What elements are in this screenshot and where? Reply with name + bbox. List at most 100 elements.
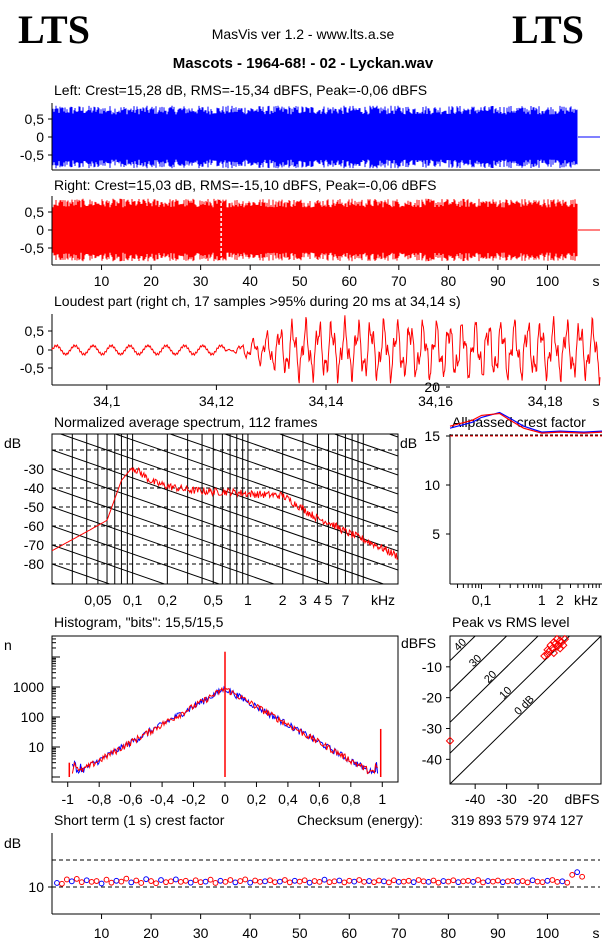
short-term-crest-point (113, 877, 120, 884)
spectrum-y-tick: -50 (24, 499, 44, 515)
short-term-crest-point (485, 878, 491, 884)
short-term-crest-point (460, 878, 467, 885)
short-term-crest-point (564, 879, 571, 886)
short-term-crest-point (499, 879, 506, 886)
short-term-crest-point (311, 878, 318, 884)
short-term-crest-point (524, 879, 531, 886)
short-term-y-tick: 10 (28, 879, 44, 895)
app-title: MasVis ver 1.2 - www.lts.a.se (211, 26, 395, 42)
loudest-x-tick-label: 34,1 (93, 393, 120, 409)
crest-y-tick: 15 (424, 428, 440, 444)
time-tick-label: 40 (242, 273, 258, 289)
short-term-crest-point (291, 877, 298, 884)
short-term-crest-point (182, 877, 189, 884)
short-term-crest-point (435, 879, 442, 886)
histogram-x-tick: 0,6 (310, 791, 330, 807)
short-term-crest-point (400, 878, 407, 885)
short-term-crest-point (63, 876, 70, 883)
short-term-crest-point (177, 878, 184, 885)
spectrum-title: Normalized average spectrum, 112 frames (54, 414, 318, 430)
spectrum-x-tick: 3 (299, 592, 307, 608)
peak-rms-x-tick: -40 (465, 791, 485, 807)
short-term-crest-point (78, 879, 85, 886)
short-term-x-tick: 50 (292, 925, 308, 941)
loudest-y-tick: 0,5 (25, 323, 45, 339)
short-term-crest-point (242, 876, 249, 883)
loudest-x-unit: s (593, 393, 600, 409)
spectrum-x-tick: 5 (325, 592, 333, 608)
peak-rms-point (445, 736, 455, 746)
short-term-x-tick: 10 (94, 925, 110, 941)
short-term-crest-point (420, 878, 427, 885)
spectrum-x-tick: 0,5 (203, 592, 223, 608)
short-term-crest-point (153, 880, 159, 887)
histogram-y-tick: 1000 (13, 679, 44, 695)
crest-x-tick: 2 (556, 592, 564, 608)
short-term-crest-point (480, 879, 486, 886)
short-term-crest-point (504, 878, 511, 885)
right-channel-waveform (52, 198, 578, 262)
short-term-y-label: dB (4, 835, 21, 851)
peak-rms-diagonal-label: 20 (482, 669, 499, 686)
spectrum-y-tick: -30 (24, 461, 44, 477)
spectrum-slope-line (278, 434, 398, 476)
spectrum-x-tick: 7 (342, 592, 350, 608)
peak-rms-point (551, 639, 560, 648)
short-term-crest-point (148, 878, 154, 884)
left-channel-waveform (52, 105, 578, 169)
short-term-crest-point (212, 880, 219, 886)
right-wave-y-tick: 0,5 (25, 204, 45, 220)
peak-rms-diagonals (450, 636, 601, 784)
short-term-crest-point (534, 878, 541, 885)
short-term-crest-point (529, 877, 536, 884)
short-term-crest-point (118, 878, 125, 885)
peak-rms-diagonal-label: 30 (467, 653, 484, 670)
short-term-crest-point (331, 878, 338, 885)
crest-y-tick: 20 (424, 379, 440, 395)
short-term-crest-point (346, 877, 353, 884)
peak-rms-point (555, 644, 565, 653)
histogram-x-tick: 0,8 (341, 791, 361, 807)
short-term-x-tick: 40 (242, 925, 258, 941)
spectrum-y-tick: -40 (24, 480, 44, 496)
spectrum-slope-line (113, 434, 398, 533)
short-term-crest-point (316, 878, 323, 885)
short-term-crest-point (376, 877, 382, 884)
loudest-y-tick: -0,5 (20, 360, 44, 376)
short-term-crest-point (247, 879, 254, 886)
short-term-crest-point (227, 877, 234, 883)
short-term-crest-point (351, 878, 358, 885)
short-term-crest-point (207, 876, 214, 883)
short-term-crest-point (450, 877, 457, 884)
short-term-crest-point (326, 879, 333, 886)
short-term-crest-point (381, 878, 387, 885)
spectrum-slope-line (52, 506, 276, 584)
peak-rms-point (549, 648, 559, 658)
short-term-crest-point (455, 879, 462, 886)
right-wave-y-tick: 0 (36, 222, 44, 238)
short-term-crest-point (103, 876, 110, 883)
peak-rms-point (557, 637, 566, 647)
peak-rms-y-tick: -40 (422, 751, 442, 767)
right-channel-title: Right: Crest=15,03 dB, RMS=-15,10 dBFS, … (54, 177, 436, 193)
spectrum-y-label: dB (4, 435, 21, 451)
short-term-crest-point (128, 879, 135, 886)
spectrum-slope-line (52, 487, 331, 584)
histogram-x-tick: -1 (62, 791, 75, 807)
peak-rms-diagonal-label: 0 dB (512, 693, 536, 717)
short-term-crest-point (519, 878, 526, 884)
peak-rms-point (559, 641, 568, 650)
short-term-crest-point (296, 878, 303, 885)
time-tick-label: 10 (94, 273, 110, 289)
short-term-crest-point (133, 877, 140, 884)
spectrum-x-tick: 0,2 (158, 592, 178, 608)
peak-rms-point (540, 651, 549, 661)
time-unit-label: s (593, 273, 600, 289)
short-term-crest-point (222, 878, 229, 885)
spectrum-x-tick: 1 (244, 592, 252, 608)
spectrum-y-tick: -80 (24, 556, 44, 572)
spectrum-slope-line (168, 434, 398, 514)
short-term-crest-point (569, 871, 576, 878)
peak-rms-frame (449, 635, 602, 785)
